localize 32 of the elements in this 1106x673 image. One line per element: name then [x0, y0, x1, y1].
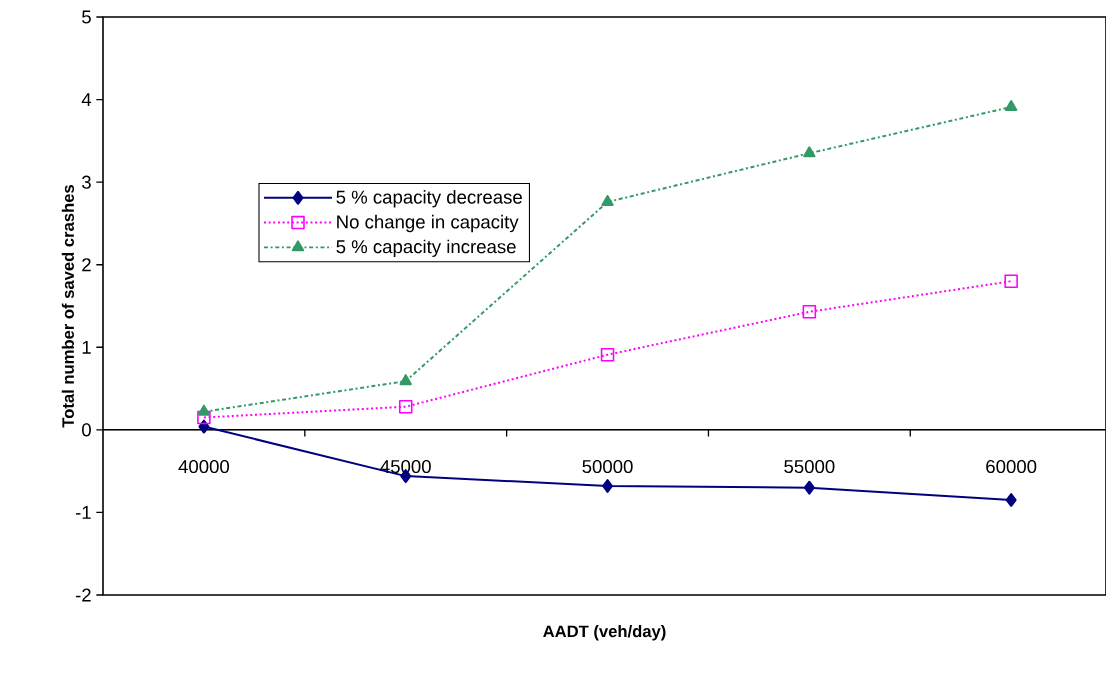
- y-tick-label: -1: [75, 506, 91, 519]
- x-tick-label: 45000: [380, 459, 431, 474]
- point: [803, 480, 815, 495]
- point: [197, 410, 211, 425]
- point: [398, 399, 413, 414]
- point: [1004, 100, 1018, 111]
- point: [198, 419, 210, 434]
- y-tick-label: 2: [82, 258, 91, 272]
- point: [399, 374, 412, 386]
- point: [1004, 274, 1018, 289]
- legend-label: 5 % capacity decrease: [336, 190, 522, 208]
- x-tick-label: 55000: [784, 459, 835, 474]
- y-tick-label: 3: [82, 175, 91, 189]
- y-axis-title: Total number of saved crashes: [61, 185, 74, 428]
- y-tick-label: 5: [82, 10, 91, 24]
- x-axis-title: AADT (veh/day): [543, 625, 666, 641]
- legend-label: No change in capacity: [337, 214, 519, 233]
- point: [1005, 493, 1017, 508]
- point: [600, 347, 615, 362]
- point: [802, 305, 817, 319]
- y-tick-label: 0: [82, 423, 91, 437]
- y-tick-label: -2: [75, 588, 91, 602]
- x-tick-label: 40000: [178, 459, 230, 474]
- x-tick-label: 50000: [582, 459, 633, 474]
- y-tick-label: 1: [82, 340, 91, 354]
- legend-label: 5 % capacity increase: [336, 239, 516, 257]
- point: [803, 146, 816, 158]
- x-tick-label: 60000: [986, 459, 1037, 474]
- point: [601, 194, 614, 206]
- point: [197, 404, 211, 416]
- point: [602, 479, 614, 493]
- y-tick-label: 4: [81, 93, 92, 106]
